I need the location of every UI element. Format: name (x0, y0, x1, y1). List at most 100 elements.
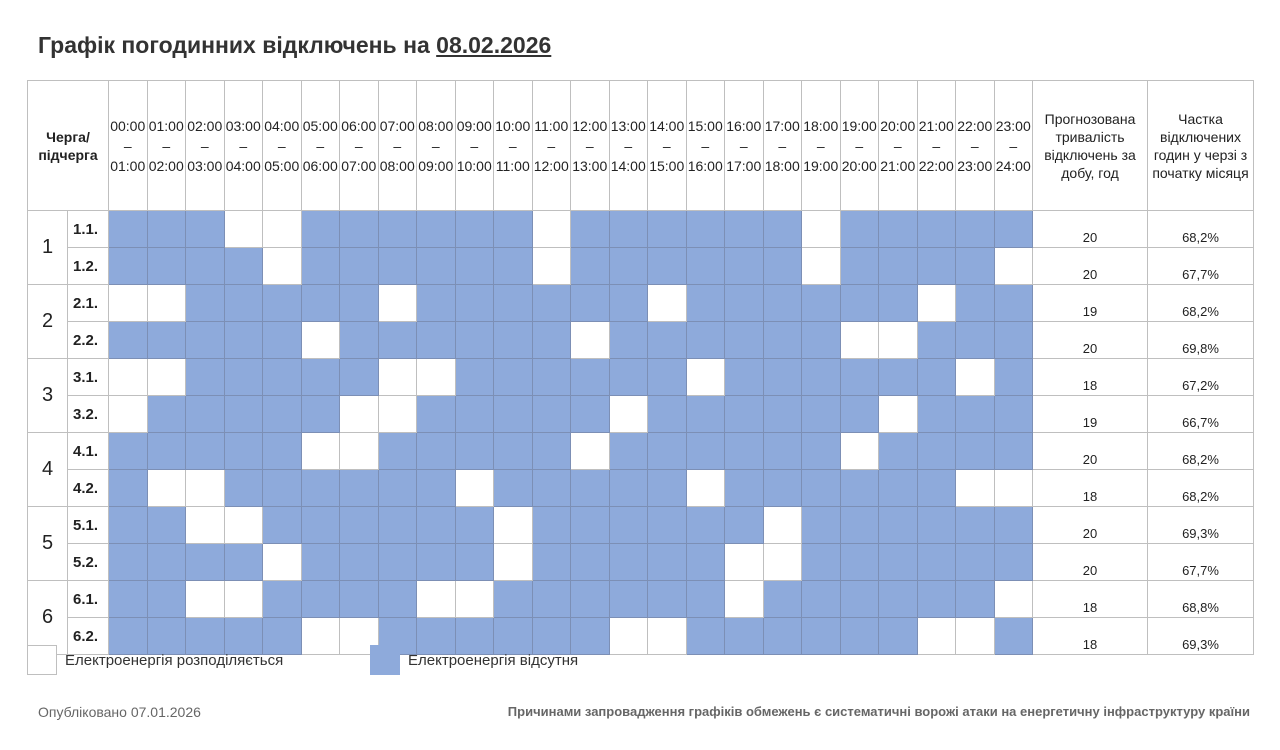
hour-cell-off (724, 617, 764, 655)
hour-cell-off (993, 543, 1033, 581)
hour-cell-on (185, 506, 225, 544)
table-row: 2 2.1. 19 68,2% (27, 284, 1254, 359)
header-hour: 08:00 – 09:00 (416, 80, 456, 211)
hour-cell-off (108, 506, 148, 544)
hour-cell-off (839, 395, 879, 433)
hour-cell-off (531, 321, 571, 359)
table-row: 5.2. 20 67,7% (28, 543, 1254, 581)
hour-cell-off (416, 432, 456, 470)
hour-cell-off (339, 506, 379, 544)
hour-cell-off (531, 506, 571, 544)
hour-cell-on (262, 210, 302, 248)
hour-cell-off (185, 432, 225, 470)
header-share: Частка відключених годин у черзі з почат… (1147, 80, 1254, 211)
header-hour: 06:00 – 07:00 (339, 80, 379, 211)
hour-cell-off (531, 580, 571, 618)
hour-cell-off (339, 469, 379, 507)
hour-cell-on (339, 432, 379, 470)
hour-cell-off (993, 210, 1033, 248)
published-date: Опубліковано 07.01.2026 (38, 704, 201, 720)
header-hour: 10:00 – 11:00 (493, 80, 533, 211)
title-text: Графік погодинних відключень на (38, 32, 430, 58)
hour-cell-off (839, 469, 879, 507)
hour-cell-off (570, 358, 610, 396)
hour-cell-on (955, 617, 995, 655)
hour-cell-off (878, 247, 918, 285)
hour-cell-off (223, 321, 263, 359)
hour-cell-on (916, 617, 956, 655)
duration-value: 20 (1032, 432, 1148, 470)
header-hour: 17:00 – 18:00 (762, 80, 802, 211)
hour-cell-on (339, 395, 379, 433)
hour-cell-off (108, 580, 148, 618)
hour-cell-off (377, 506, 417, 544)
table-row: 2.2. 20 69,8% (28, 321, 1254, 359)
header-hour: 19:00 – 20:00 (839, 80, 879, 211)
hour-cell-off (377, 543, 417, 581)
hour-cell-off (724, 358, 764, 396)
queue-label: 5 (27, 506, 68, 581)
hour-cell-off (801, 580, 841, 618)
header-hour: 02:00 – 03:00 (185, 80, 225, 211)
hour-cell-off (454, 543, 494, 581)
hour-cell-off (570, 469, 610, 507)
hour-cell-off (416, 247, 456, 285)
legend-off: Електроенергія відсутня (370, 645, 578, 675)
hour-cell-off (724, 395, 764, 433)
hour-cell-off (493, 321, 533, 359)
hour-cell-off (339, 247, 379, 285)
table-row: 4.2. 18 68,2% (28, 469, 1254, 507)
hour-cell-on (454, 469, 494, 507)
header-hour: 16:00 – 17:00 (724, 80, 764, 211)
hour-cell-off (493, 210, 533, 248)
hour-cell-off (878, 210, 918, 248)
hour-cell-off (262, 321, 302, 359)
hour-cell-off (647, 469, 687, 507)
duration-value: 20 (1032, 247, 1148, 285)
hour-cell-off (955, 506, 995, 544)
hour-cell-off (993, 395, 1033, 433)
subqueue-label: 1.1. (67, 210, 109, 248)
hour-cell-on (993, 247, 1033, 285)
table-row: 3 3.1. 18 67,2% (27, 358, 1254, 433)
hour-cell-off (993, 506, 1033, 544)
hour-cell-off (955, 395, 995, 433)
hour-cell-off (377, 432, 417, 470)
hour-cell-off (531, 358, 571, 396)
subqueue-label: 6.1. (67, 580, 109, 618)
hour-cell-off (724, 321, 764, 359)
hour-cell-off (878, 506, 918, 544)
hour-cell-off (839, 617, 879, 655)
header-hour: 12:00 – 13:00 (570, 80, 610, 211)
hour-cell-off (223, 395, 263, 433)
hour-cell-off (801, 543, 841, 581)
hour-cell-off (839, 210, 879, 248)
hour-cell-off (262, 469, 302, 507)
hour-cell-on (993, 580, 1033, 618)
hour-cell-off (916, 432, 956, 470)
hour-cell-off (223, 543, 263, 581)
hour-cell-off (647, 247, 687, 285)
hour-cell-off (108, 321, 148, 359)
hour-cell-on (108, 284, 148, 322)
queue-label: 4 (27, 432, 68, 507)
hour-cell-off (647, 321, 687, 359)
hour-cell-off (300, 543, 340, 581)
hour-cell-off (493, 284, 533, 322)
hour-cell-off (801, 395, 841, 433)
hour-cell-off (493, 247, 533, 285)
hour-cell-off (878, 284, 918, 322)
hour-cell-off (608, 210, 648, 248)
hour-cell-off (223, 469, 263, 507)
hour-cell-on (300, 432, 340, 470)
hour-cell-off (108, 432, 148, 470)
hour-cell-off (339, 358, 379, 396)
hour-cell-on (377, 284, 417, 322)
hour-cell-off (762, 247, 802, 285)
hour-cell-off (724, 469, 764, 507)
hour-cell-off (493, 432, 533, 470)
queue-label: 2 (27, 284, 68, 359)
hour-cell-off (416, 395, 456, 433)
hour-cell-off (262, 395, 302, 433)
hour-cell-off (955, 210, 995, 248)
